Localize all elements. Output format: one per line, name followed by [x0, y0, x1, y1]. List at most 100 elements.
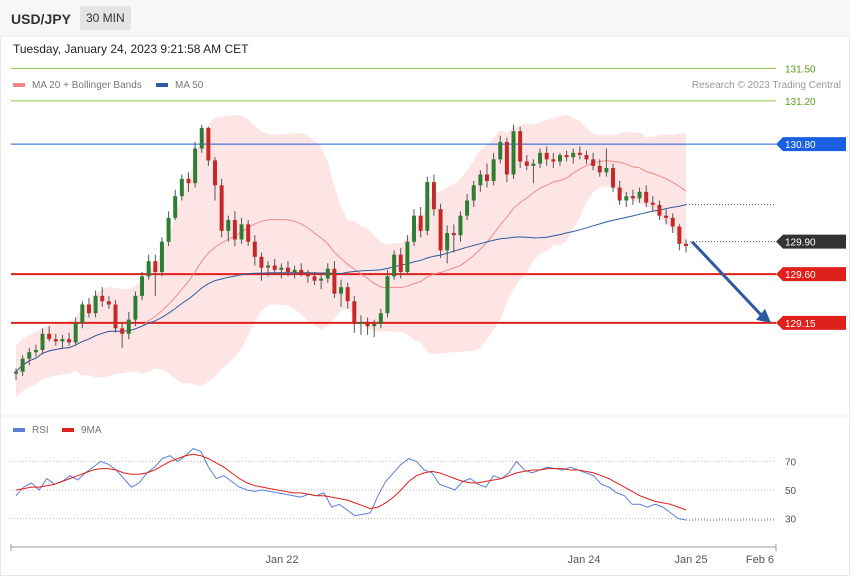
resistance-label: 131.50: [785, 64, 816, 75]
forecast-arrow-head: [756, 308, 771, 323]
candle: [319, 278, 324, 281]
rsi-9ma-line: [15, 453, 687, 511]
candle: [239, 224, 244, 240]
candle: [551, 159, 556, 162]
candle: [226, 220, 231, 231]
last-price-tag: [776, 234, 846, 249]
candle: [113, 304, 118, 329]
candle: [146, 261, 151, 277]
x-tick-label: Jan 24: [567, 554, 600, 566]
candle: [458, 215, 463, 236]
symbol-label: USD/JPY: [11, 11, 71, 27]
candle: [378, 313, 383, 324]
candle: [166, 217, 171, 242]
candle: [485, 174, 489, 181]
candle: [478, 174, 483, 186]
candle: [498, 142, 503, 160]
candle: [511, 131, 516, 175]
candle: [73, 322, 78, 343]
candle: [438, 209, 443, 251]
candle: [524, 161, 529, 166]
candle: [650, 202, 655, 205]
candle: [325, 268, 330, 279]
candle: [372, 324, 377, 327]
rsi-line: [15, 448, 687, 521]
candle: [252, 241, 257, 257]
legend-ma50: MA 50: [156, 80, 203, 91]
ma50-swatch: [156, 83, 168, 88]
candle: [159, 241, 164, 272]
candle: [86, 304, 91, 314]
candle: [272, 265, 277, 270]
chart-header: USD/JPY 30 MIN: [0, 0, 850, 37]
candle: [471, 185, 476, 201]
pivot-tag: [776, 137, 846, 152]
candle: [206, 127, 211, 161]
candle: [358, 321, 363, 324]
candle: [670, 217, 675, 227]
candle: [604, 168, 609, 173]
interval-button[interactable]: 30 MIN: [80, 6, 131, 30]
candle: [133, 295, 138, 320]
legend-rsi: RSI: [13, 425, 49, 436]
candle: [53, 339, 58, 342]
rsi-label: RSI: [32, 425, 49, 436]
legend-9ma: 9MA: [62, 425, 102, 436]
support-label: 129.60: [785, 270, 816, 281]
candle: [285, 267, 290, 272]
candle: [339, 287, 344, 294]
candle: [392, 254, 397, 277]
bollinger-band: [16, 114, 686, 398]
ma20-label: MA 20 + Bollinger Bands: [32, 80, 142, 91]
candle: [597, 165, 602, 173]
x-tick-label: Jan 22: [265, 554, 298, 566]
candle: [445, 233, 450, 251]
forecast-arrow: [690, 240, 765, 318]
support-tag: [776, 267, 846, 282]
candle: [299, 269, 304, 275]
x-tick-label: Jan 25: [674, 554, 707, 566]
rsi-swatch: [13, 428, 25, 433]
candle: [345, 287, 350, 302]
candle: [67, 339, 72, 343]
candle: [405, 241, 410, 272]
candle: [591, 159, 596, 166]
candle: [106, 301, 111, 305]
rsi-tick-label: 70: [785, 457, 797, 468]
candle: [531, 163, 536, 166]
rsi-tick-label: 50: [785, 486, 797, 497]
candle: [611, 168, 616, 188]
candle: [418, 215, 423, 231]
candle: [193, 148, 198, 184]
candle: [385, 276, 390, 314]
candle: [279, 267, 284, 270]
last-price-label: 129.90: [785, 238, 816, 249]
candle: [140, 276, 145, 296]
candle: [266, 265, 271, 268]
candle: [425, 182, 430, 231]
candle: [412, 215, 417, 242]
candle: [126, 319, 131, 334]
candle: [259, 256, 264, 268]
candle: [664, 215, 669, 218]
candle: [352, 301, 357, 324]
candle: [173, 196, 178, 218]
candle: [630, 196, 635, 199]
candle: [246, 224, 251, 242]
candle: [577, 152, 582, 155]
candle: [93, 295, 98, 314]
candle: [213, 160, 217, 186]
candle: [491, 159, 496, 181]
candle: [20, 358, 25, 372]
candle: [465, 200, 470, 216]
pivot-label: 130.80: [785, 140, 816, 151]
candle: [14, 371, 18, 374]
candle: [312, 276, 317, 281]
candle: [431, 182, 436, 210]
resistance-label: 131.20: [785, 97, 816, 108]
candle: [120, 328, 125, 334]
candle: [677, 226, 682, 244]
candle: [219, 185, 224, 231]
candle: [624, 196, 629, 201]
